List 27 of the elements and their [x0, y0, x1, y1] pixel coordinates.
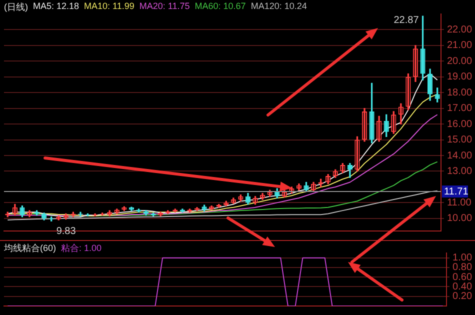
ref-line-label: 11.71 [444, 186, 469, 198]
text: MA20: 11.75 [139, 1, 190, 13]
y-tick-label: 14.00 [446, 150, 472, 162]
y-tick-label: 11.00 [446, 197, 472, 208]
y-tick-label: 22.00 [446, 24, 472, 36]
y-tick-label: 1.00 [452, 252, 472, 264]
y-tick-label: 21.00 [446, 40, 472, 52]
y-tick-label: 0.80 [452, 262, 472, 274]
y-tick-label: 16.00 [446, 118, 472, 130]
y-tick-label: 20.00 [446, 56, 472, 67]
y-tick-label: 18.00 [446, 87, 472, 98]
y-tick-label: 10.00 [446, 213, 472, 224]
y-tick-label: 13.00 [446, 166, 472, 177]
y-tick-label: 19.00 [446, 72, 472, 83]
text: MA5: 12.18 [33, 1, 80, 13]
y-tick-label: 15.00 [446, 134, 472, 146]
text: MA120: 10.24 [250, 1, 307, 13]
annotation: 22.87 [394, 14, 420, 26]
y-tick-label: 17.00 [446, 103, 472, 114]
text: 粘合: 1.00 [61, 242, 102, 255]
chart-title: (日线) [4, 1, 28, 14]
text: MA10: 11.99 [84, 1, 134, 13]
y-tick-label: 0.60 [452, 272, 472, 283]
text: MA60: 10.67 [194, 1, 246, 13]
y-tick-label: 0.40 [452, 281, 472, 292]
y-tick-label: 0.20 [452, 291, 472, 302]
chart-title: 均线粘合(60) [4, 242, 56, 255]
